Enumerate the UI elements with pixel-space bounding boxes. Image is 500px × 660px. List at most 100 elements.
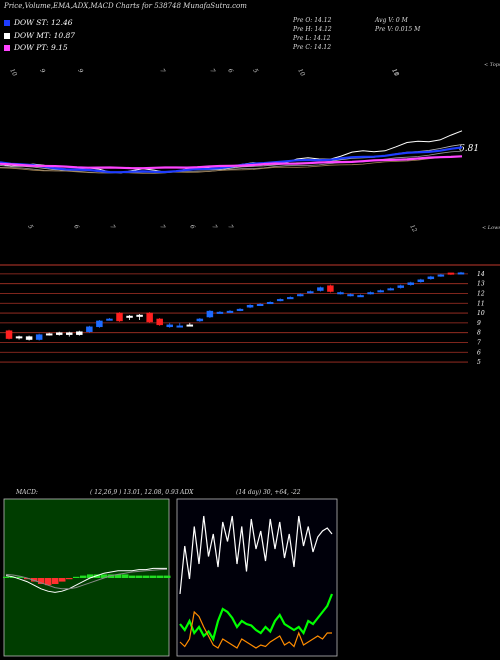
ema-dow-pt-line bbox=[0, 155, 463, 170]
ema-top-tick: 7 bbox=[158, 68, 166, 75]
price-tick: 11 bbox=[477, 300, 485, 307]
legend-dow-mt: DOW MT: 10.87 bbox=[4, 31, 75, 40]
macd-hist-bar bbox=[66, 578, 73, 580]
price-tick: 10 bbox=[477, 310, 485, 317]
macd-hist-bar bbox=[115, 574, 122, 578]
macd-params: ( 12,26,9 ) 13.01, 12.08, 0.93 bbox=[90, 489, 179, 496]
ohlc-low: Pre L: 14.12 bbox=[293, 35, 331, 42]
candle-body bbox=[236, 308, 244, 311]
macd-hist-bar bbox=[122, 574, 129, 578]
legend-swatch-white bbox=[4, 33, 10, 39]
price-tick: 7 bbox=[477, 339, 481, 346]
candle-body bbox=[347, 294, 354, 297]
macd-hist-bar bbox=[129, 575, 136, 578]
ema-line-3 bbox=[0, 156, 463, 174]
candle-body bbox=[377, 290, 384, 293]
macd-hist-bar bbox=[31, 578, 38, 582]
avg-volume: Avg V: 0 M bbox=[375, 17, 408, 24]
macd-line bbox=[5, 567, 167, 593]
candle-body bbox=[337, 292, 344, 295]
adx-adx-line bbox=[179, 515, 333, 595]
macd-hist-bar bbox=[59, 578, 66, 582]
ema-bottom-tick: 5 bbox=[26, 224, 34, 231]
ema-top-tick: 9 bbox=[76, 68, 84, 75]
ema-bottom-tick: 7 bbox=[210, 224, 218, 231]
tops-label: < Tops bbox=[484, 62, 500, 68]
candle-body bbox=[35, 334, 43, 340]
candle-body bbox=[256, 304, 264, 307]
price-tick: 14 bbox=[477, 271, 485, 278]
candle-body bbox=[136, 314, 143, 317]
macd-hist-bar bbox=[52, 578, 59, 584]
lows-label: < Lows bbox=[482, 225, 500, 231]
macd-hist-bar bbox=[94, 574, 101, 578]
macd-hist-bar bbox=[3, 576, 10, 578]
candle-body bbox=[427, 276, 435, 280]
ema-top-tick: 10 bbox=[296, 68, 306, 78]
candle-body bbox=[5, 330, 13, 339]
candle-body bbox=[357, 295, 364, 298]
macd-hist-bar bbox=[157, 575, 164, 578]
price-tick: 8 bbox=[477, 330, 481, 337]
chart-title: Price,Volume,EMA,ADX,MACD Charts for 538… bbox=[4, 2, 247, 10]
legend-dow-mt-label: DOW MT: 10.87 bbox=[14, 31, 76, 40]
ema-top-tick: 11 bbox=[390, 68, 400, 78]
ema-bottom-tick: 6 bbox=[72, 224, 80, 231]
candle-body bbox=[216, 311, 224, 314]
ohlc-close: Pre C: 14.12 bbox=[293, 44, 332, 51]
candle-body bbox=[226, 310, 234, 313]
macd-signal-line bbox=[5, 568, 168, 590]
candle-body bbox=[146, 312, 153, 323]
candle-body bbox=[66, 332, 73, 335]
adx-plusminus-di-line bbox=[179, 593, 334, 642]
candle-body bbox=[317, 287, 324, 291]
candle-body bbox=[397, 285, 404, 288]
macd-hist-bar bbox=[150, 575, 157, 578]
candle-body bbox=[25, 336, 33, 340]
price-tick: 5 bbox=[477, 359, 481, 366]
legend-dow-pt: DOW PT: 9.15 bbox=[4, 43, 68, 52]
ema-bottom-tick: 7 bbox=[226, 224, 234, 231]
candle-body bbox=[417, 279, 425, 282]
ema-top-tick: 10 bbox=[390, 68, 400, 78]
candle-body bbox=[86, 326, 93, 332]
ohlc-high: Pre H: 14.12 bbox=[293, 26, 332, 33]
macd-hist-bar bbox=[45, 578, 52, 586]
macd-hist-bar bbox=[101, 574, 108, 578]
candle-body bbox=[447, 272, 455, 275]
candle-body bbox=[116, 312, 123, 322]
macd-hist-bar bbox=[143, 575, 150, 578]
ema-top-tick: 5 bbox=[251, 68, 259, 75]
candle-body bbox=[437, 274, 445, 277]
candle-body bbox=[76, 331, 83, 335]
legend-dow-pt-label: DOW PT: 9.15 bbox=[14, 43, 68, 52]
ema-value-label: 6.81 bbox=[459, 144, 479, 154]
candle-body bbox=[55, 332, 63, 335]
candle-body bbox=[407, 282, 415, 285]
adx-title: ADX bbox=[180, 489, 194, 496]
candle-body bbox=[176, 325, 184, 328]
price-tick: 9 bbox=[477, 320, 481, 327]
macd-panel bbox=[3, 498, 171, 657]
adx-panel bbox=[176, 498, 338, 657]
pre-volume: Pre V: 0.015 M bbox=[375, 26, 421, 33]
macd-hist-bar bbox=[87, 574, 94, 578]
price-panel: 14 13 12 11 10 9 8 7 6 5 bbox=[0, 264, 500, 366]
candle-body bbox=[96, 320, 103, 328]
ema-top-tick: 6 bbox=[226, 68, 234, 75]
candle-body bbox=[15, 336, 23, 339]
macd-hist-bar bbox=[108, 574, 115, 578]
candle-body bbox=[106, 318, 113, 321]
macd-hist-bar bbox=[73, 576, 80, 578]
candle-body bbox=[45, 333, 53, 336]
ema-top-tick: 10 bbox=[8, 68, 18, 78]
candle-body bbox=[156, 318, 163, 326]
price-tick: 12 bbox=[477, 290, 485, 297]
candle-body bbox=[126, 315, 133, 318]
macd-hist-bar bbox=[136, 575, 143, 578]
macd-hist-bar bbox=[17, 576, 24, 578]
ema-bottom-tick: 7 bbox=[108, 224, 116, 231]
candle-body bbox=[186, 324, 194, 327]
candle-body bbox=[307, 291, 314, 294]
